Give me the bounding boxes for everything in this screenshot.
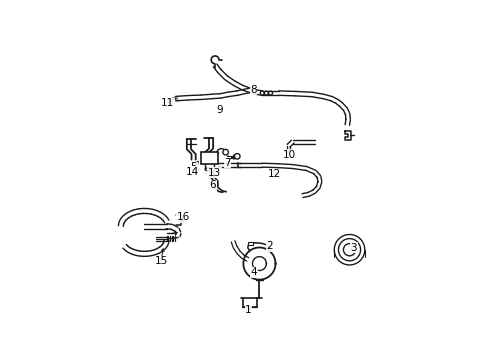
Circle shape [269, 91, 272, 95]
Text: 15: 15 [154, 256, 168, 266]
Circle shape [265, 91, 269, 95]
Ellipse shape [205, 168, 214, 171]
Text: 16: 16 [176, 212, 190, 222]
Text: 6: 6 [210, 180, 216, 190]
Text: 9: 9 [216, 105, 222, 115]
Text: 2: 2 [267, 241, 273, 251]
Text: 5: 5 [191, 162, 197, 172]
Circle shape [235, 153, 240, 159]
Text: 14: 14 [186, 167, 199, 176]
Text: 11: 11 [161, 98, 174, 108]
Circle shape [223, 149, 228, 155]
Text: 10: 10 [283, 150, 296, 159]
Circle shape [260, 91, 264, 95]
Text: 13: 13 [208, 168, 221, 178]
Text: 3: 3 [350, 243, 357, 253]
Text: 1: 1 [245, 305, 252, 315]
FancyBboxPatch shape [201, 152, 218, 164]
Text: 7: 7 [224, 158, 231, 168]
Text: 4: 4 [250, 267, 257, 278]
Text: 8: 8 [250, 85, 257, 95]
Text: 12: 12 [268, 169, 281, 179]
FancyBboxPatch shape [248, 242, 253, 245]
